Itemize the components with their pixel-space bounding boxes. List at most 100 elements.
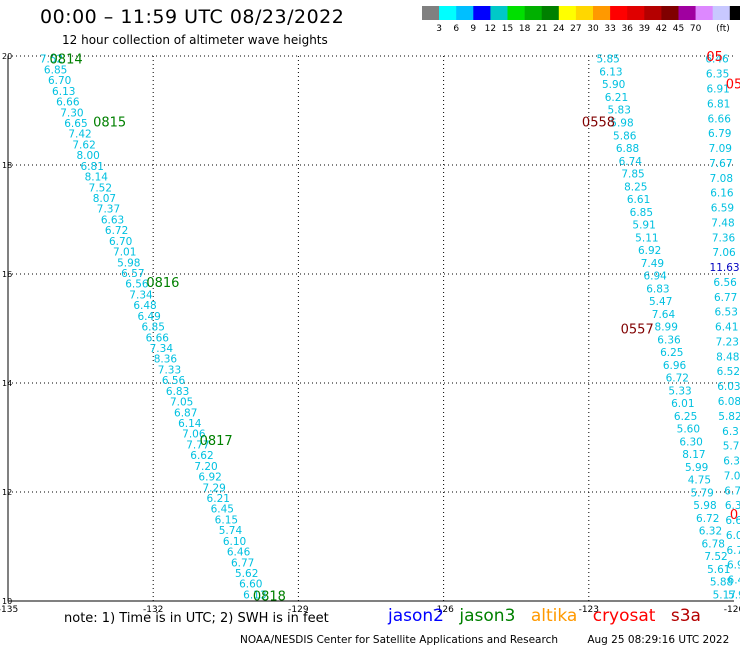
colorbar-tick-label: 3	[436, 24, 442, 34]
colorbar-tick-label: 18	[519, 24, 531, 34]
edge-track-swh-value: 6.53	[715, 307, 738, 319]
jason3-track-swh-value: 7.33	[158, 364, 181, 376]
cryosat-track-swh-value: 5.83	[608, 105, 631, 117]
cryosat-track-swh-value: 5.17	[713, 589, 736, 601]
cryosat-track-swh-value: 6.36	[657, 334, 681, 346]
colorbar-tick-label: 15	[502, 24, 513, 34]
cryosat-track-swh-value: 6.83	[646, 283, 669, 295]
colorbar-swatch	[490, 6, 508, 20]
jason3-track-swh-value: 6.48	[133, 300, 156, 312]
cryosat-track-swh-value: 7.85	[621, 169, 644, 181]
latitude-tick-label: 16	[2, 270, 12, 279]
colorbar-swatch	[729, 6, 740, 20]
cryosat-track-swh-value: 6.72	[666, 373, 689, 385]
cryosat-track-swh-value: 8.17	[682, 449, 705, 461]
colorbar-swatch	[695, 6, 713, 20]
jason3-time-label: 0817	[200, 434, 233, 449]
mission-s3a: s3a	[670, 606, 701, 626]
edge-track-swh-value: 7.23	[716, 336, 739, 348]
jason3-track-swh-value: 6.46	[227, 547, 251, 559]
footer: NOAA/NESDIS Center for Satellite Applica…	[240, 634, 729, 646]
edge-track-swh-value: 6.66	[708, 113, 732, 125]
longitude-tick-label: -132	[143, 605, 163, 615]
jason3-track-swh-value: 6.85	[142, 322, 165, 334]
edge-track-swh-value: 6.77	[714, 292, 737, 304]
colorbar-tick-label: 24	[553, 24, 565, 34]
jason3-track-swh-value: 6.87	[174, 407, 197, 419]
longitude-tick-label: -129	[288, 605, 309, 615]
cryosat-track-swh-value: 7.52	[704, 551, 727, 563]
longitude-tick-label: -120	[724, 605, 740, 615]
jason3-time-label: 0814	[50, 53, 83, 68]
cryosat-track-swh-value: 5.98	[693, 500, 716, 512]
jason3-track-swh-value: 7.20	[194, 461, 217, 473]
cryosat-track-swh-value: 5.98	[610, 118, 633, 130]
edge-track-swh-value: 6.7	[726, 545, 740, 557]
cryosat-track-swh-value: 5.88	[710, 577, 733, 589]
latitude-tick-label: 12	[2, 488, 12, 497]
cryosat-track-swh-value: 5.61	[707, 564, 730, 576]
mission-jason3: jason3	[459, 606, 516, 626]
jason3-track-swh-value: 6.65	[64, 118, 87, 130]
cryosat-track-swh-value: 6.30	[679, 436, 702, 448]
colorbar-swatch	[439, 6, 457, 20]
jason3-track-swh-value: 6.92	[198, 472, 221, 484]
jason3-track-swh-value: 6.57	[121, 268, 144, 280]
jason3-track-swh-value: 7.62	[72, 139, 95, 151]
jason3-track-swh-value: 7.30	[60, 107, 83, 119]
colorbar-swatch	[627, 6, 645, 20]
cryosat-track-swh-value: 5.99	[685, 462, 708, 474]
edge-track-swh-value: 8.48	[716, 351, 739, 363]
jason3-track-swh-value: 7.52	[89, 182, 112, 194]
cryosat-track-swh-value: 6.72	[696, 513, 719, 525]
cryosat-track-swh-value: 6.85	[630, 207, 653, 219]
edge-track-swh-value: 5.9	[728, 589, 740, 601]
longitude-tick-label: -126	[433, 605, 454, 615]
edge-time-label: 05	[706, 50, 723, 65]
jason3-track-swh-value: 6.81	[81, 161, 104, 173]
jason3-track-swh-value: 6.85	[44, 64, 67, 76]
colorbar-swatch	[661, 6, 679, 20]
mission-cryosat: cryosat	[592, 606, 656, 626]
colorbar-tick-label: 42	[656, 24, 667, 34]
footer-credit: NOAA/NESDIS Center for Satellite Applica…	[240, 634, 558, 646]
colorbar-swatch	[473, 6, 491, 20]
jason3-track-swh-value: 7.52	[40, 54, 63, 66]
edge-time-label: 0	[730, 508, 738, 523]
jason3-track-swh-value: 6.70	[109, 236, 132, 248]
jason3-track-swh-value: 6.72	[105, 225, 128, 237]
cryosat-track-swh-value: 5.91	[632, 220, 655, 232]
colorbar-swatch	[678, 6, 696, 20]
jason3-track-swh-value: 6.60	[239, 579, 262, 591]
colorbar-tick-label: 39	[639, 24, 651, 34]
jason3-track-swh-value: 7.34	[129, 289, 153, 301]
edge-track-swh-value: 6.3	[723, 456, 740, 468]
jason3-track-swh-value: 8.14	[85, 172, 109, 184]
cryosat-track-swh-value: 8.25	[624, 181, 647, 193]
jason3-track-swh-value: 6.56	[162, 375, 186, 387]
jason3-track-swh-value: 6.13	[243, 589, 266, 601]
jason3-track-swh-value: 6.66	[146, 332, 170, 344]
edge-track-swh-value: 6.52	[717, 366, 740, 378]
jason3-track-swh-value: 6.21	[207, 493, 230, 505]
jason3-track-swh-value: 7.06	[182, 429, 206, 441]
cryosat-track-swh-value: 5.90	[602, 79, 625, 91]
colorbar-swatch	[712, 6, 731, 20]
cryosat-track-swh-value: 5.79	[690, 487, 713, 499]
colorbar-tick-label: 9	[470, 24, 476, 34]
cryosat-track-swh-value: 5.60	[677, 424, 700, 436]
jason3-track-swh-value: 7.37	[97, 204, 120, 216]
cryosat-time-label: 0557	[621, 323, 654, 338]
edge-track-swh-value: 6.81	[707, 98, 730, 110]
mission-legend: jason2 jason3 altika cryosat s3a	[388, 606, 711, 626]
jason3-track-swh-value: 7.01	[113, 247, 136, 259]
edge-track-swh-value: 7.48	[711, 217, 734, 229]
colorbar-tick-label: 12	[485, 24, 496, 34]
cryosat-track-swh-value: 5.47	[649, 296, 672, 308]
colorbar-swatch	[558, 6, 577, 20]
edge-track-swh-value: 6.41	[715, 322, 738, 334]
jason3-track-swh-value: 6.45	[211, 504, 234, 516]
colorbar-tick-label: 27	[570, 24, 581, 34]
colorbar-swatch	[575, 6, 594, 20]
